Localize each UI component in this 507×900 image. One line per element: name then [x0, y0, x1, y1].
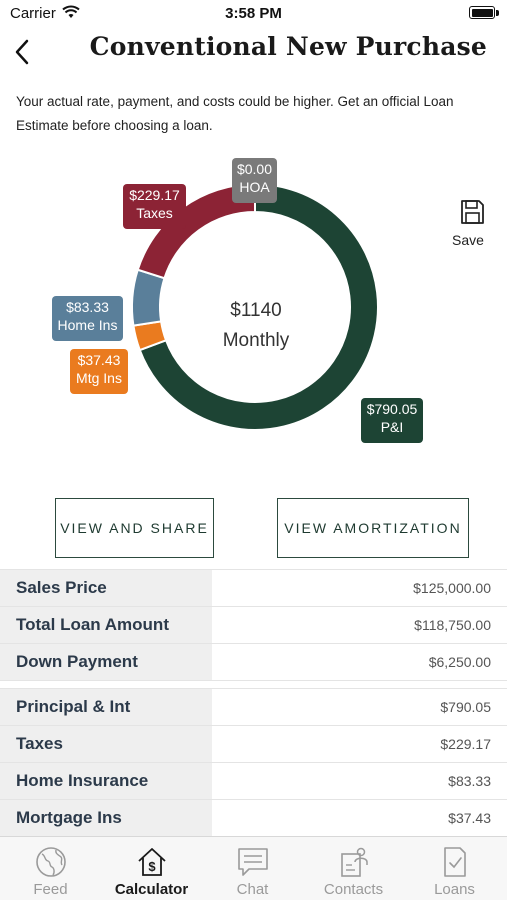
summary-row: Total Loan Amount $118,750.00: [0, 607, 507, 644]
row-label: Taxes: [0, 726, 212, 762]
save-button[interactable]: Save: [448, 198, 488, 250]
status-time: 3:58 PM: [225, 5, 282, 22]
row-label: Sales Price: [0, 570, 212, 606]
summary-row: Taxes $229.17: [0, 726, 507, 763]
row-label: Principal & Int: [0, 689, 212, 725]
wifi-icon: [62, 5, 80, 18]
label-taxes-name: Taxes: [136, 205, 173, 221]
tab-bar: Feed $ Calculator Chat Contacts: [0, 836, 507, 900]
row-value: $118,750.00: [414, 617, 491, 633]
payment-donut-chart: $1140 Monthly $790.05 P&I $37.43 Mtg Ins…: [0, 150, 507, 470]
battery-icon: [469, 6, 495, 19]
globe-icon: [36, 847, 66, 877]
donut-slice-home-ins: [131, 268, 166, 327]
chevron-left-icon: [15, 39, 29, 65]
label-hoa-name: HOA: [239, 179, 270, 195]
label-mtg-ins: $37.43 Mtg Ins: [70, 349, 128, 394]
row-label: Total Loan Amount: [0, 607, 212, 643]
label-pi-amount: $790.05: [366, 401, 418, 417]
status-bar: Carrier 3:58 PM: [0, 0, 507, 28]
tab-feed[interactable]: Feed: [0, 837, 101, 900]
carrier-label: Carrier: [10, 5, 56, 22]
contacts-icon: [341, 847, 368, 877]
donut-slice-p-i: [138, 182, 379, 431]
tab-chat[interactable]: Chat: [202, 837, 303, 900]
label-taxes: $229.17 Taxes: [123, 184, 186, 229]
summary-row: Sales Price $125,000.00: [0, 570, 507, 607]
back-button[interactable]: [8, 34, 38, 70]
label-mtg-ins-amount: $37.43: [77, 352, 121, 368]
label-mtg-ins-name: Mtg Ins: [76, 370, 122, 386]
row-value: $229.17: [440, 736, 491, 752]
calculator-house-icon: $: [138, 848, 166, 876]
label-home-ins: $83.33 Home Ins: [52, 296, 123, 341]
label-hoa-amount: $0.00: [236, 161, 273, 177]
summary-row: Principal & Int $790.05: [0, 689, 507, 726]
tab-label: Calculator: [114, 881, 189, 898]
tab-label: Chat: [236, 881, 269, 898]
disclaimer-text: Your actual rate, payment, and costs cou…: [16, 94, 454, 133]
tab-calculator[interactable]: $ Calculator: [101, 837, 202, 900]
summary-row: Down Payment $6,250.00: [0, 644, 507, 681]
save-icon: [460, 200, 484, 224]
loan-document-icon: [444, 847, 466, 877]
payment-breakdown-list: Principal & Int $790.05 Taxes $229.17 Ho…: [0, 688, 507, 837]
label-hoa: $0.00 HOA: [232, 158, 277, 203]
label-home-ins-name: Home Ins: [57, 317, 118, 333]
label-taxes-amount: $229.17: [129, 187, 180, 203]
row-label: Mortgage Ins: [0, 800, 212, 836]
monthly-total-amount: $1140: [230, 300, 282, 321]
view-amortization-button[interactable]: VIEW AMORTIZATION: [277, 498, 469, 558]
label-home-ins-amount: $83.33: [66, 299, 109, 315]
row-value: $83.33: [448, 773, 491, 789]
row-value: $790.05: [440, 699, 491, 715]
page-title: Conventional New Purchase: [89, 32, 487, 61]
row-value: $125,000.00: [413, 580, 491, 596]
chat-icon: [238, 848, 268, 876]
row-label: Home Insurance: [0, 763, 212, 799]
save-label: Save: [452, 232, 484, 248]
label-pi-name: P&I: [380, 419, 404, 435]
summary-row: Home Insurance $83.33: [0, 763, 507, 800]
row-value: $6,250.00: [428, 654, 491, 670]
label-pi: $790.05 P&I: [361, 398, 423, 443]
tab-contacts[interactable]: Contacts: [303, 837, 404, 900]
monthly-total-label: Monthly: [222, 330, 290, 351]
tab-label: Loans: [434, 881, 475, 898]
row-value: $37.43: [448, 810, 491, 826]
tab-label: Contacts: [323, 881, 384, 898]
battery-tip: [496, 10, 499, 16]
view-and-share-button[interactable]: VIEW AND SHARE: [55, 498, 214, 558]
tab-loans[interactable]: Loans: [404, 837, 505, 900]
tab-label: Feed: [33, 881, 68, 898]
loan-summary-list: Sales Price $125,000.00 Total Loan Amoun…: [0, 569, 507, 681]
summary-row: Mortgage Ins $37.43: [0, 800, 507, 837]
row-label: Down Payment: [0, 644, 212, 680]
svg-text:$: $: [148, 859, 156, 874]
